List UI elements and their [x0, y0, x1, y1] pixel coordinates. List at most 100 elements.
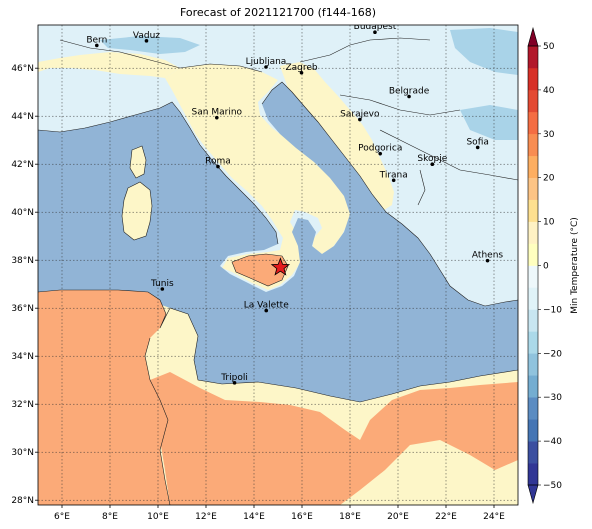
colorbar-segment	[528, 89, 538, 113]
colorbar-tick-label: −30	[543, 393, 562, 403]
lon-tick-label: 18°E	[339, 512, 361, 522]
city-dot	[144, 39, 149, 43]
lon-tick-label: 16°E	[291, 512, 313, 522]
city-label: Tunis	[150, 279, 174, 289]
colorbar-segment	[528, 331, 538, 354]
city-dot	[215, 115, 219, 120]
city-dot	[407, 94, 411, 99]
city-dot	[160, 287, 165, 291]
colorbar-extend-max	[527, 26, 539, 47]
coastlines-and-borders	[38, 37, 518, 505]
city-label: Budapest	[354, 22, 397, 32]
city-label: Tripoli	[220, 373, 248, 383]
lat-tick-label: 32°N	[11, 400, 34, 410]
city-label: Athens	[472, 251, 503, 261]
city-dot	[485, 258, 490, 263]
lat-tick-label: 34°N	[11, 352, 34, 362]
colorbar-segment	[528, 177, 538, 200]
colorbar-segment	[528, 353, 538, 376]
lon-tick-label: 10°E	[147, 512, 169, 522]
city-label: Sofia	[466, 137, 488, 147]
sardinia-island	[122, 182, 152, 240]
colorbar-tick-label: −20	[543, 349, 562, 359]
sicily-warm-land	[232, 254, 288, 286]
colorbar-label: Min Temperature (°C)	[570, 217, 580, 314]
colorbar: −50 −40 −30 −20 −10 0 10 20 30 40 50 Min Temperatur…	[527, 26, 580, 505]
city-label: Zagreb	[285, 63, 317, 73]
dalmatia-mild-land	[280, 62, 394, 210]
colorbar-segment	[528, 463, 538, 486]
libya-warm-land	[150, 372, 518, 505]
city-dot	[430, 162, 435, 166]
colorbar-segment	[528, 419, 538, 442]
lon-tick-label: 20°E	[387, 512, 409, 522]
colorbar-extend-min	[527, 484, 539, 505]
colorbar-segment	[528, 221, 538, 244]
colorbar-segment	[528, 243, 538, 266]
colorbar-tick-label: −40	[543, 437, 562, 447]
lon-tick-label: 22°E	[435, 512, 457, 522]
city-label: La Valette	[244, 301, 289, 311]
city-label: Podgorica	[358, 144, 402, 154]
city-dot	[358, 117, 362, 122]
city-dot	[378, 151, 383, 156]
lat-tick-label: 38°N	[11, 256, 34, 266]
carpathian-cold-patch	[460, 105, 518, 140]
city-dot	[299, 70, 304, 75]
city-label: Skopje	[417, 154, 447, 164]
colorbar-segment	[528, 309, 538, 332]
colorbar-tick-label: 10	[543, 218, 555, 228]
city-dot	[264, 65, 268, 69]
lon-tick-label: 24°E	[483, 512, 505, 522]
colorbar-segment	[528, 155, 538, 178]
colorbar-segment	[528, 375, 538, 398]
colorbar-tick-label: −50	[543, 481, 562, 491]
map-title: Forecast of 2021121700 (f144-168)	[179, 6, 377, 19]
lat-tick-label: 28°N	[11, 496, 34, 506]
city-label: Belgrade	[389, 87, 430, 97]
lat-tick-label: 42°N	[11, 160, 34, 170]
city-label: Ljubljana	[246, 57, 287, 67]
east-cold-patch	[450, 28, 518, 75]
city-label: San Marino	[192, 108, 243, 118]
lat-tick-label: 44°N	[11, 112, 34, 122]
colorbar-tick-label: 30	[543, 130, 555, 140]
lat-tick-label: 40°N	[11, 208, 34, 218]
city-dot	[391, 178, 396, 183]
colorbar-tick-label: 20	[543, 174, 555, 184]
map-axis-ticks: 6°E 8°E 10°E 12°E 14°E 16°E 18°E 20°E 22°E 24°E 28…	[11, 64, 505, 522]
city-label: Sarajevo	[340, 110, 380, 120]
lon-tick-label: 12°E	[195, 512, 217, 522]
colorbar-segment	[528, 199, 538, 222]
lon-tick-label: 6°E	[54, 512, 70, 522]
corsica-island	[130, 146, 146, 178]
colorbar-segment	[528, 67, 538, 91]
city-label: Vaduz	[133, 31, 160, 41]
city-label: Roma	[205, 157, 231, 167]
colorbar-segment	[528, 133, 538, 157]
city-dot	[216, 164, 220, 169]
city-label: Bern	[86, 35, 107, 45]
lon-tick-label: 14°E	[243, 512, 265, 522]
colorbar-segment	[528, 441, 538, 464]
city-dot	[95, 43, 99, 48]
colorbar-segment	[528, 265, 538, 288]
colorbar-segment	[528, 287, 538, 310]
lat-tick-label: 30°N	[11, 448, 34, 458]
italy-mild-land	[165, 64, 350, 290]
colorbar-tick-label: −10	[543, 305, 562, 315]
graticule	[38, 25, 518, 505]
lat-tick-label: 36°N	[11, 304, 34, 314]
colorbar-tick-label: 40	[543, 86, 555, 96]
star-marker	[270, 257, 291, 276]
city-dot	[373, 30, 377, 34]
colorbar-segment	[528, 397, 538, 420]
city-dot	[475, 145, 480, 150]
alps-cold-patch	[100, 36, 200, 54]
colorbar-tick-label: 50	[543, 42, 555, 52]
colorbar-segment	[528, 111, 538, 135]
city-dot	[232, 381, 237, 385]
tunisia-warm-land	[38, 290, 170, 505]
